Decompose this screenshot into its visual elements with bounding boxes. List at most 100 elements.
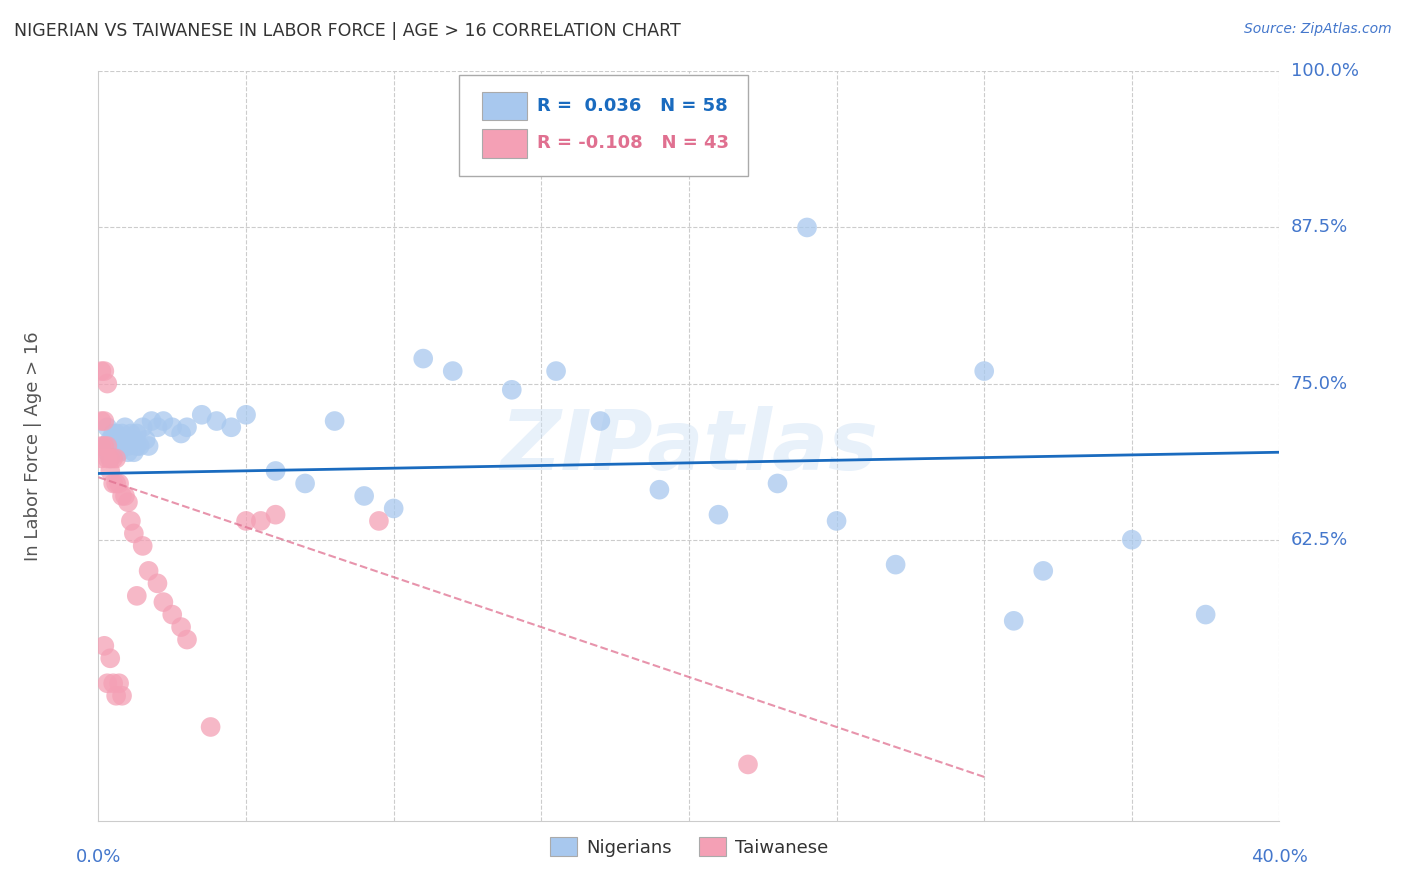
Point: [162, 420, 183, 434]
Point: [105, 689, 128, 703]
Point: [323, 414, 346, 428]
Point: [737, 757, 759, 772]
Point: [93, 439, 115, 453]
Point: [111, 439, 134, 453]
Point: [117, 495, 139, 509]
Point: [96, 439, 118, 453]
Point: [235, 514, 257, 528]
Point: [1195, 607, 1218, 622]
Text: 75.0%: 75.0%: [1291, 375, 1348, 392]
Point: [1121, 533, 1143, 547]
Text: R = -0.108   N = 43: R = -0.108 N = 43: [537, 135, 728, 153]
Point: [96, 445, 118, 459]
Point: [117, 445, 139, 459]
Text: 40.0%: 40.0%: [1251, 848, 1308, 866]
Point: [114, 420, 136, 434]
Point: [382, 501, 405, 516]
Text: 87.5%: 87.5%: [1291, 219, 1348, 236]
Point: [105, 445, 128, 459]
Point: [98, 464, 121, 478]
Point: [93, 414, 115, 428]
Point: [1032, 564, 1054, 578]
Point: [294, 476, 316, 491]
Point: [170, 426, 193, 441]
Point: [132, 539, 155, 553]
Point: [125, 589, 148, 603]
Point: [353, 489, 375, 503]
Point: [98, 451, 121, 466]
Point: [235, 408, 257, 422]
Point: [141, 414, 163, 428]
Point: [146, 420, 169, 434]
Point: [103, 439, 125, 453]
Point: [108, 445, 131, 459]
Point: [122, 445, 145, 459]
Point: [90, 414, 112, 428]
Point: [111, 426, 134, 441]
Point: [135, 433, 157, 447]
Text: 0.0%: 0.0%: [76, 848, 121, 866]
Text: 100.0%: 100.0%: [1291, 62, 1358, 80]
Point: [103, 676, 125, 690]
Point: [90, 364, 112, 378]
Text: NIGERIAN VS TAIWANESE IN LABOR FORCE | AGE > 16 CORRELATION CHART: NIGERIAN VS TAIWANESE IN LABOR FORCE | A…: [14, 22, 681, 40]
Point: [973, 364, 995, 378]
Point: [176, 632, 198, 647]
Legend: Nigerians, Taiwanese: Nigerians, Taiwanese: [543, 830, 835, 864]
Point: [105, 451, 128, 466]
Point: [250, 514, 273, 528]
Point: [125, 426, 148, 441]
Point: [205, 414, 228, 428]
Point: [90, 439, 112, 453]
Point: [103, 476, 125, 491]
Point: [152, 595, 174, 609]
Point: [162, 607, 183, 622]
Point: [138, 439, 160, 453]
Point: [103, 426, 125, 441]
Point: [96, 676, 118, 690]
FancyBboxPatch shape: [458, 75, 748, 177]
Point: [264, 508, 287, 522]
Point: [120, 433, 142, 447]
Point: [90, 451, 112, 466]
Point: [122, 433, 145, 447]
Point: [412, 351, 434, 366]
Point: [98, 451, 121, 466]
Point: [441, 364, 464, 378]
Point: [501, 383, 523, 397]
Point: [122, 526, 145, 541]
Text: R =  0.036   N = 58: R = 0.036 N = 58: [537, 97, 727, 115]
Point: [98, 651, 121, 665]
Text: 62.5%: 62.5%: [1291, 531, 1348, 549]
Point: [117, 439, 139, 453]
Point: [93, 439, 115, 453]
Point: [368, 514, 391, 528]
Text: ZIPatlas: ZIPatlas: [501, 406, 877, 486]
Text: In Labor Force | Age > 16: In Labor Force | Age > 16: [24, 331, 42, 561]
Point: [589, 414, 612, 428]
Bar: [482, 129, 527, 158]
Point: [103, 451, 125, 466]
Point: [125, 439, 148, 453]
Point: [825, 514, 848, 528]
Point: [884, 558, 907, 572]
Point: [796, 220, 818, 235]
Point: [96, 376, 118, 391]
Point: [766, 476, 789, 491]
Point: [221, 420, 243, 434]
Point: [96, 420, 118, 434]
Point: [111, 689, 134, 703]
Point: [191, 408, 214, 422]
Point: [176, 420, 198, 434]
Text: Source: ZipAtlas.com: Source: ZipAtlas.com: [1244, 22, 1392, 37]
Point: [93, 364, 115, 378]
Point: [105, 476, 128, 491]
Point: [114, 433, 136, 447]
Point: [114, 489, 136, 503]
Point: [128, 439, 150, 453]
Point: [146, 576, 169, 591]
Point: [108, 476, 131, 491]
Point: [546, 364, 568, 378]
Point: [264, 464, 287, 478]
Point: [96, 451, 118, 466]
